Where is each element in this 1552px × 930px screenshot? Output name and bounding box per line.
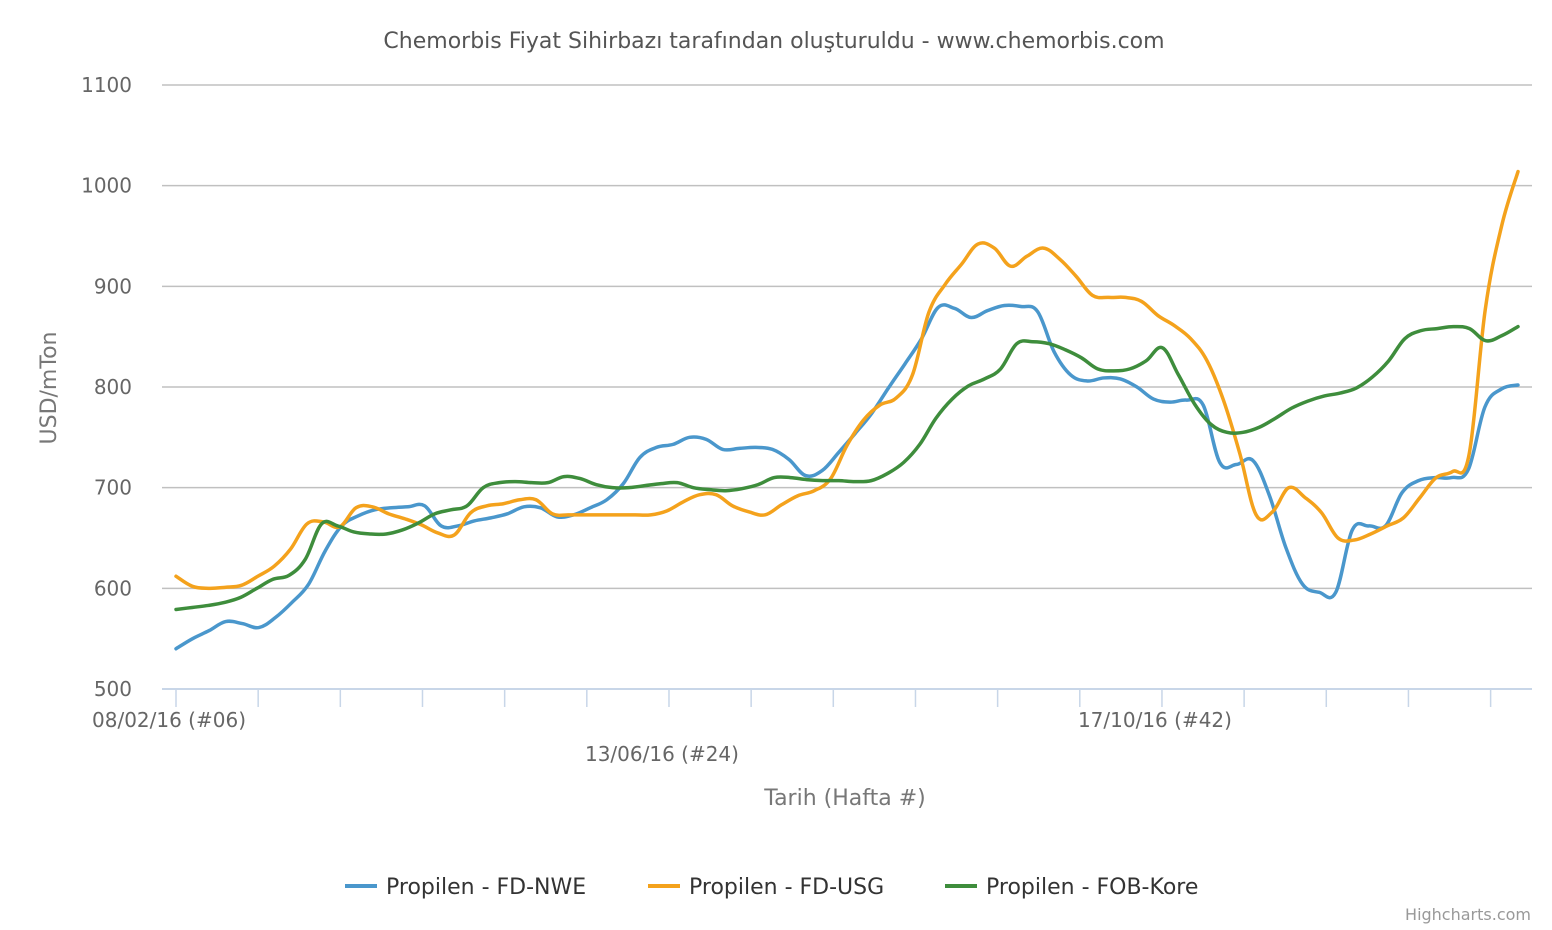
x-axis-tick-marks: [175, 689, 1492, 707]
y-tick-label: 600: [94, 576, 132, 600]
grid: [162, 84, 1532, 590]
x-axis-title: Tarih (Hafta #): [763, 786, 925, 811]
legend-item-3[interactable]: Propilen - FOB-Kore: [945, 875, 1198, 900]
y-tick-label: 1000: [81, 174, 132, 198]
series-line-1: [174, 303, 1520, 651]
y-tick-label: 500: [94, 677, 132, 701]
legend-item-2[interactable]: Propilen - FD-USG: [648, 875, 884, 900]
credits-link[interactable]: Highcharts.com: [1405, 905, 1531, 924]
y-axis-title: USD/mTon: [37, 332, 62, 445]
x-tick-label: 13/06/16 (#24): [585, 742, 739, 766]
legend-item-1[interactable]: Propilen - FD-NWE: [345, 875, 586, 900]
legend: Propilen - FD-NWE Propilen - FD-USG Propil…: [345, 875, 1198, 900]
series-line-2: [174, 169, 1520, 591]
x-tick-label: 17/10/16 (#42): [1078, 708, 1232, 732]
legend-label: Propilen - FOB-Kore: [986, 875, 1198, 900]
chart-title: Chemorbis Fiyat Sihirbazı tarafından olu…: [383, 29, 1164, 54]
series-lines: [174, 169, 1520, 651]
y-tick-label: 900: [94, 274, 132, 298]
x-axis-tick-labels: 08/02/16 (#06) 13/06/16 (#24) 17/10/16 (#4…: [92, 708, 1232, 766]
x-tick-label: 08/02/16 (#06): [92, 708, 246, 732]
y-tick-label: 800: [94, 375, 132, 399]
y-tick-label: 700: [94, 476, 132, 500]
legend-label: Propilen - FD-NWE: [386, 875, 586, 900]
y-axis-ticks: 500 600 700 800 900 1000 1100: [81, 73, 132, 701]
series-line-3: [174, 324, 1520, 612]
legend-label: Propilen - FD-USG: [689, 875, 884, 900]
y-tick-label: 1100: [81, 73, 132, 97]
